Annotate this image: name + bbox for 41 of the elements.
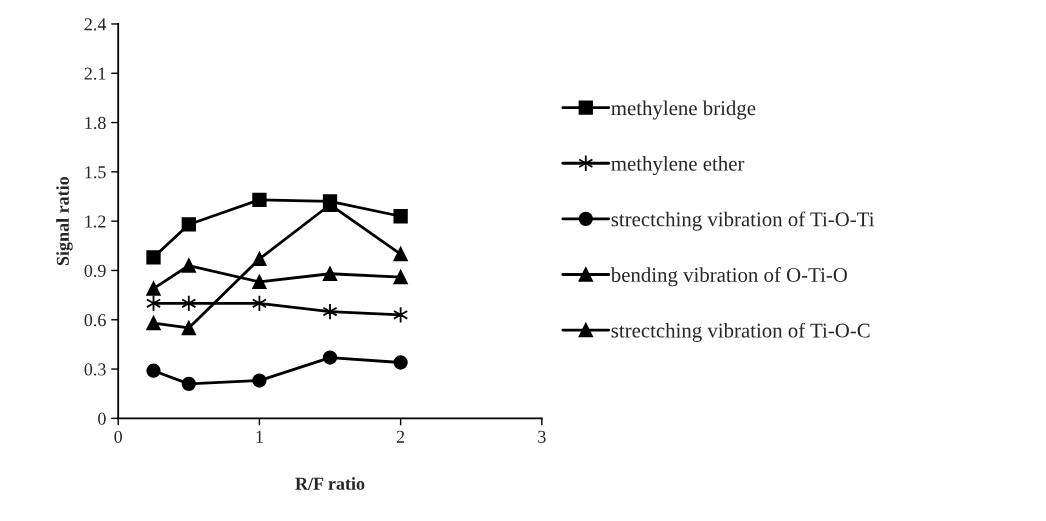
point: [146, 281, 161, 296]
point: [146, 250, 161, 265]
point: [181, 376, 196, 392]
x-tick-label: 1: [256, 430, 263, 443]
point: [146, 315, 161, 331]
x-tick-label: 2: [396, 430, 405, 443]
y-tick-label: 0: [98, 412, 106, 425]
legend-label: methylene ether: [611, 156, 745, 176]
point: [181, 258, 196, 273]
y-tick-label: 0.9: [84, 264, 106, 277]
point: [322, 350, 338, 365]
point: [393, 246, 408, 262]
x-axis-title: R/F ratio: [295, 477, 365, 490]
y-tick-label: 1.8: [85, 116, 106, 130]
point: [252, 192, 267, 207]
y-tick-label: 0.6: [84, 314, 106, 327]
point: [393, 269, 408, 285]
y-tick-label: 1.2: [85, 215, 106, 228]
point: [322, 303, 338, 321]
point: [181, 320, 196, 336]
x-tick-label: 3: [538, 430, 546, 443]
point: [181, 294, 197, 312]
y-tick-label: 2.4: [84, 18, 107, 31]
y-tick-label: 2.1: [84, 67, 106, 80]
point: [252, 373, 267, 388]
x-tick-label: 0: [114, 430, 123, 443]
point: [252, 274, 267, 290]
point: [146, 363, 161, 378]
y-axis-title: Signal ratio: [56, 176, 73, 266]
legend-label: bending vibration of O-Ti-O: [610, 267, 847, 287]
y-tick-label: 1.5: [85, 166, 106, 179]
y-tick-label: 0.3: [84, 363, 106, 376]
point: [322, 266, 338, 281]
point: [393, 209, 408, 224]
legend-label: methylene bridge: [611, 100, 756, 120]
legend-label: strectching vibration of Ti-O-Ti: [611, 211, 875, 231]
point: [252, 251, 267, 267]
legend-label: strectching vibration of Ti-O-C: [611, 322, 870, 342]
point: [181, 217, 196, 232]
point: [393, 355, 408, 370]
point: [393, 306, 409, 324]
